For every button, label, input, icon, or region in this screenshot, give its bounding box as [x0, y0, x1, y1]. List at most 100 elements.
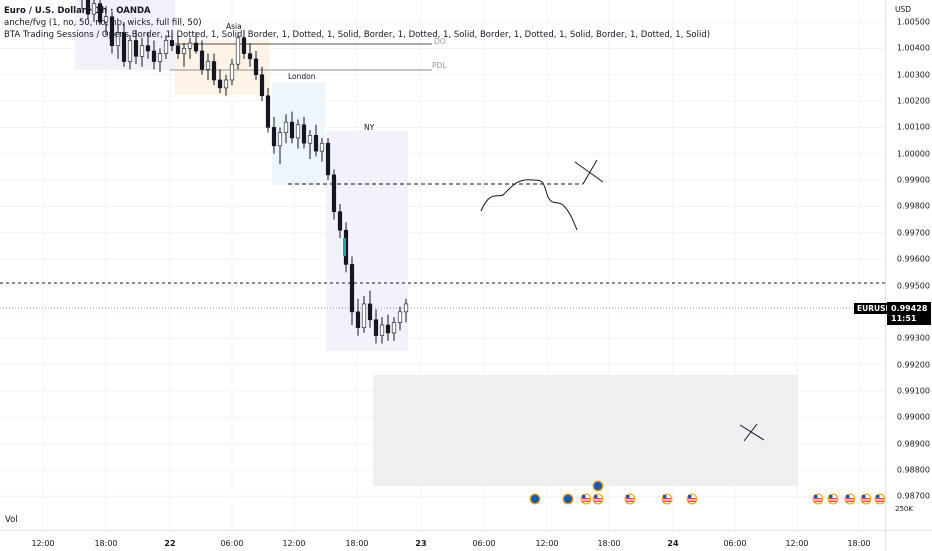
candle-up	[158, 54, 162, 62]
volume-label[interactable]: Vol	[5, 515, 18, 525]
time-tick: 18:00	[847, 539, 870, 548]
candle-up	[236, 38, 240, 64]
candle-up	[206, 62, 210, 70]
candle-up	[296, 125, 300, 138]
us-flag-icon[interactable]	[875, 494, 886, 505]
candle-down	[356, 312, 360, 328]
us-flag-icon[interactable]	[845, 494, 856, 505]
candle-up	[224, 80, 228, 88]
time-tick: 12:00	[31, 539, 54, 548]
time-tick: 12:00	[535, 539, 558, 548]
price-tick: 1.00300	[897, 70, 930, 79]
eu-flag-icon[interactable]	[593, 481, 604, 492]
time-tick: 24	[667, 539, 678, 548]
candle-down	[290, 122, 294, 138]
bar-countdown: 11:51	[891, 314, 931, 324]
time-tick: 23	[415, 539, 426, 548]
indicator-legend-sessions[interactable]: BTA Trading Sessions / Opens Border, 1, …	[4, 30, 710, 40]
time-tick: 18:00	[94, 539, 117, 548]
price-chart[interactable]	[0, 0, 885, 530]
candle-up	[380, 325, 384, 336]
projection-box	[373, 375, 798, 486]
candle-up	[182, 48, 186, 53]
time-axis[interactable]: 12:00 18:00 22 06:00 12:00 18:00 23 06:00 12:00 1…	[0, 530, 885, 551]
candle-down	[200, 51, 204, 69]
candle-up	[284, 122, 288, 133]
price-tick: 0.99300	[897, 334, 930, 343]
time-tick: 12:00	[785, 539, 808, 548]
symbol-legend[interactable]: Euro / U.S. Dollar · 1h · OANDA	[4, 6, 151, 16]
price-tick: 0.98700	[897, 492, 930, 501]
price-tick: 0.99900	[897, 176, 930, 185]
candle-highlight	[343, 238, 346, 256]
candle-down	[152, 51, 156, 62]
candle-down	[146, 46, 150, 51]
indicator-legend-fvg[interactable]: anche/fvg (1, no, 50, no, nb, wicks, ful…	[4, 18, 202, 28]
price-tick: 0.99700	[897, 228, 930, 237]
price-tick: 0.98800	[897, 465, 930, 474]
candle-up	[362, 304, 366, 328]
currency-label: USD	[895, 5, 911, 14]
time-tick: 18:00	[345, 539, 368, 548]
price-tick: 0.99000	[897, 413, 930, 422]
us-flag-icon[interactable]	[861, 494, 872, 505]
price-tick: 1.00000	[897, 149, 930, 158]
us-flag-icon[interactable]	[687, 494, 698, 505]
price-axis[interactable]: USD 1.00500 1.00400 1.00300 1.00200 1.00100 1…	[885, 0, 932, 530]
candle-down	[254, 59, 258, 75]
time-tick: 06:00	[220, 539, 243, 548]
time-tick: 06:00	[723, 539, 746, 548]
candle-down	[368, 304, 372, 320]
us-flag-icon[interactable]	[828, 494, 839, 505]
candle-down	[374, 320, 378, 336]
ny-session-box	[326, 131, 408, 351]
candle-down	[176, 46, 180, 54]
price-tick: 0.99500	[897, 281, 930, 290]
price-tick: 1.00100	[897, 123, 930, 132]
us-flag-icon[interactable]	[813, 494, 824, 505]
price-tick: 1.00500	[897, 18, 930, 27]
candle-up	[308, 135, 312, 143]
candle-down	[218, 80, 222, 88]
us-flag-icon[interactable]	[593, 494, 604, 505]
candle-up	[128, 40, 132, 61]
price-tick: 0.99600	[897, 255, 930, 264]
price-tick: 0.99100	[897, 386, 930, 395]
candle-down	[194, 43, 198, 51]
time-tick: 22	[164, 539, 175, 548]
eu-flag-icon[interactable]	[530, 494, 541, 505]
current-price-value: 0.99428	[891, 304, 931, 314]
candle-down	[242, 38, 246, 54]
us-flag-icon[interactable]	[662, 494, 673, 505]
candle-up	[278, 133, 282, 146]
price-tick: 1.00200	[897, 97, 930, 106]
candle-down	[272, 127, 276, 145]
pdl-level-label: PDL	[432, 61, 446, 70]
candle-up	[398, 312, 402, 323]
price-tick: 0.99200	[897, 360, 930, 369]
asia-session-label: Asia	[226, 22, 242, 31]
do-level-label: DO	[434, 37, 446, 46]
candle-down	[332, 175, 336, 212]
candle-down	[248, 54, 252, 59]
chart-pane[interactable]: Euro / U.S. Dollar · 1h · OANDA anche/fv…	[0, 0, 885, 530]
candle-up	[404, 304, 408, 312]
candle-up	[392, 322, 396, 333]
candle-down	[134, 40, 138, 56]
cross-mark-1a	[575, 162, 603, 182]
time-tick: 06:00	[472, 539, 495, 548]
candle-down	[170, 40, 174, 45]
london-session-label: London	[288, 72, 316, 81]
us-flag-icon[interactable]	[625, 494, 636, 505]
eu-flag-icon[interactable]	[563, 494, 574, 505]
price-tick: 0.99800	[897, 202, 930, 211]
volume-axis-tick: 250K	[895, 505, 913, 513]
candle-down	[326, 143, 330, 175]
candle-down	[386, 325, 390, 333]
us-flag-icon[interactable]	[581, 494, 592, 505]
price-tick: 0.98900	[897, 439, 930, 448]
price-tick: 1.00400	[897, 44, 930, 53]
candle-up	[230, 64, 234, 80]
axis-corner[interactable]	[885, 530, 932, 551]
candle-down	[314, 135, 318, 151]
